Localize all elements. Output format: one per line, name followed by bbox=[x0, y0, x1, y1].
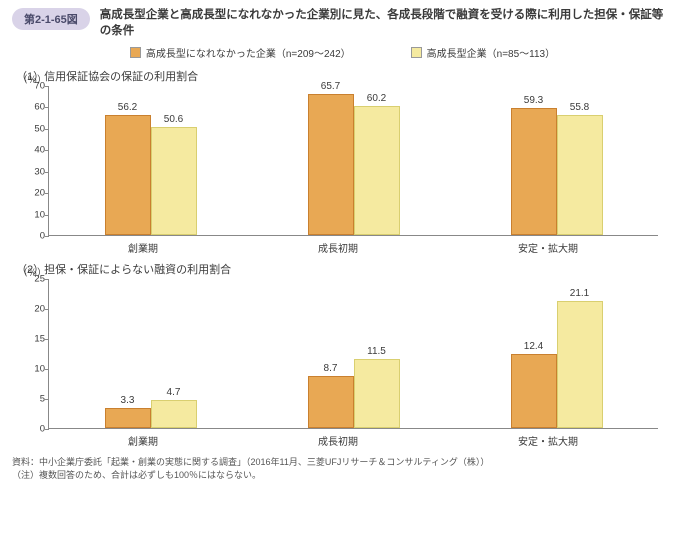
figure-title: 高成長型企業と高成長型になれなかった企業別に見た、各成長段階で融資を受ける際に利… bbox=[100, 8, 673, 39]
bar-value-label: 55.8 bbox=[570, 102, 589, 113]
x-label: 創業期 bbox=[128, 240, 158, 255]
bar-b: 55.8 bbox=[557, 115, 603, 235]
y-tick-mark bbox=[45, 236, 49, 237]
plot-area: 01020304050607056.250.665.760.259.355.8 bbox=[48, 86, 658, 236]
bar-b: 21.1 bbox=[557, 301, 603, 428]
chart-title: （2）担保・保証によらない融資の利用割合 bbox=[16, 261, 673, 277]
bar-group: 56.250.6 bbox=[105, 115, 197, 235]
bar-a: 12.4 bbox=[511, 354, 557, 428]
chart-section: （2）担保・保証によらない融資の利用割合（％）05101520253.34.78… bbox=[12, 261, 673, 448]
chart-section: （1）信用保証協会の保証の利用割合（％）01020304050607056.25… bbox=[12, 68, 673, 255]
bar-b: 60.2 bbox=[354, 106, 400, 235]
chart-title: （1）信用保証協会の保証の利用割合 bbox=[16, 68, 673, 84]
bar-group: 3.34.7 bbox=[105, 400, 197, 428]
bar-value-label: 21.1 bbox=[570, 288, 589, 299]
bar-a: 59.3 bbox=[511, 108, 557, 235]
bar-value-label: 56.2 bbox=[118, 102, 137, 113]
y-tick-label: 70 bbox=[25, 81, 45, 92]
y-tick-label: 10 bbox=[25, 364, 45, 375]
plot-area: 05101520253.34.78.711.512.421.1 bbox=[48, 279, 658, 429]
x-label: 成長初期 bbox=[318, 240, 358, 255]
legend-item-b: 高成長型企業（n=85～113） bbox=[411, 45, 555, 60]
bar-value-label: 8.7 bbox=[324, 363, 338, 374]
bar-group: 8.711.5 bbox=[308, 359, 400, 428]
footnotes: 資料：中小企業庁委託「起業・創業の実態に関する調査」（2016年11月、三菱UF… bbox=[12, 456, 673, 481]
bar-a: 65.7 bbox=[308, 94, 354, 235]
bar-value-label: 59.3 bbox=[524, 95, 543, 106]
legend-label-b: 高成長型企業（n=85～113） bbox=[427, 45, 555, 60]
figure-header: 第2-1-65図 高成長型企業と高成長型になれなかった企業別に見た、各成長段階で… bbox=[12, 8, 673, 39]
legend: 高成長型になれなかった企業（n=209～242） 高成長型企業（n=85～113… bbox=[12, 45, 673, 60]
bar-value-label: 65.7 bbox=[321, 81, 340, 92]
y-tick-label: 30 bbox=[25, 166, 45, 177]
chart-wrap: （％）01020304050607056.250.665.760.259.355… bbox=[48, 86, 673, 255]
bar-b: 4.7 bbox=[151, 400, 197, 428]
y-tick-label: 10 bbox=[25, 209, 45, 220]
x-label: 安定・拡大期 bbox=[518, 240, 578, 255]
bar-group: 59.355.8 bbox=[511, 108, 603, 235]
figure-badge: 第2-1-65図 bbox=[12, 8, 90, 30]
bar-value-label: 3.3 bbox=[121, 395, 135, 406]
legend-item-a: 高成長型になれなかった企業（n=209～242） bbox=[130, 45, 351, 60]
bar-a: 56.2 bbox=[105, 115, 151, 235]
x-label: 成長初期 bbox=[318, 433, 358, 448]
y-tick-label: 20 bbox=[25, 188, 45, 199]
y-tick-mark bbox=[45, 429, 49, 430]
bar-group: 12.421.1 bbox=[511, 301, 603, 428]
bar-b: 11.5 bbox=[354, 359, 400, 428]
legend-swatch-a bbox=[130, 47, 141, 58]
bar-b: 50.6 bbox=[151, 127, 197, 235]
chart-wrap: （％）05101520253.34.78.711.512.421.1創業期成長初… bbox=[48, 279, 673, 448]
bar-value-label: 11.5 bbox=[367, 346, 386, 357]
y-tick-label: 5 bbox=[25, 394, 45, 405]
y-tick-label: 60 bbox=[25, 102, 45, 113]
y-tick-label: 50 bbox=[25, 123, 45, 134]
bar-a: 3.3 bbox=[105, 408, 151, 428]
legend-label-a: 高成長型になれなかった企業（n=209～242） bbox=[146, 45, 351, 60]
x-labels: 創業期 成長初期 安定・拡大期 bbox=[48, 240, 658, 255]
y-tick-label: 0 bbox=[25, 231, 45, 242]
bar-a: 8.7 bbox=[308, 376, 354, 428]
y-tick-label: 40 bbox=[25, 145, 45, 156]
x-label: 創業期 bbox=[128, 433, 158, 448]
bar-group: 65.760.2 bbox=[308, 94, 400, 235]
footnote-line: （注）複数回答のため、合計は必ずしも100％にはならない。 bbox=[12, 469, 673, 482]
x-labels: 創業期 成長初期 安定・拡大期 bbox=[48, 433, 658, 448]
footnote-line: 資料：中小企業庁委託「起業・創業の実態に関する調査」（2016年11月、三菱UF… bbox=[12, 456, 673, 469]
y-tick-label: 20 bbox=[25, 304, 45, 315]
bar-value-label: 50.6 bbox=[164, 114, 183, 125]
legend-swatch-b bbox=[411, 47, 422, 58]
bar-groups: 3.34.78.711.512.421.1 bbox=[49, 279, 658, 428]
bar-groups: 56.250.665.760.259.355.8 bbox=[49, 86, 658, 235]
y-tick-label: 15 bbox=[25, 334, 45, 345]
y-tick-label: 0 bbox=[25, 424, 45, 435]
bar-value-label: 4.7 bbox=[167, 387, 181, 398]
charts-container: （1）信用保証協会の保証の利用割合（％）01020304050607056.25… bbox=[12, 68, 673, 448]
bar-value-label: 12.4 bbox=[524, 341, 543, 352]
x-label: 安定・拡大期 bbox=[518, 433, 578, 448]
y-tick-label: 25 bbox=[25, 274, 45, 285]
bar-value-label: 60.2 bbox=[367, 93, 386, 104]
